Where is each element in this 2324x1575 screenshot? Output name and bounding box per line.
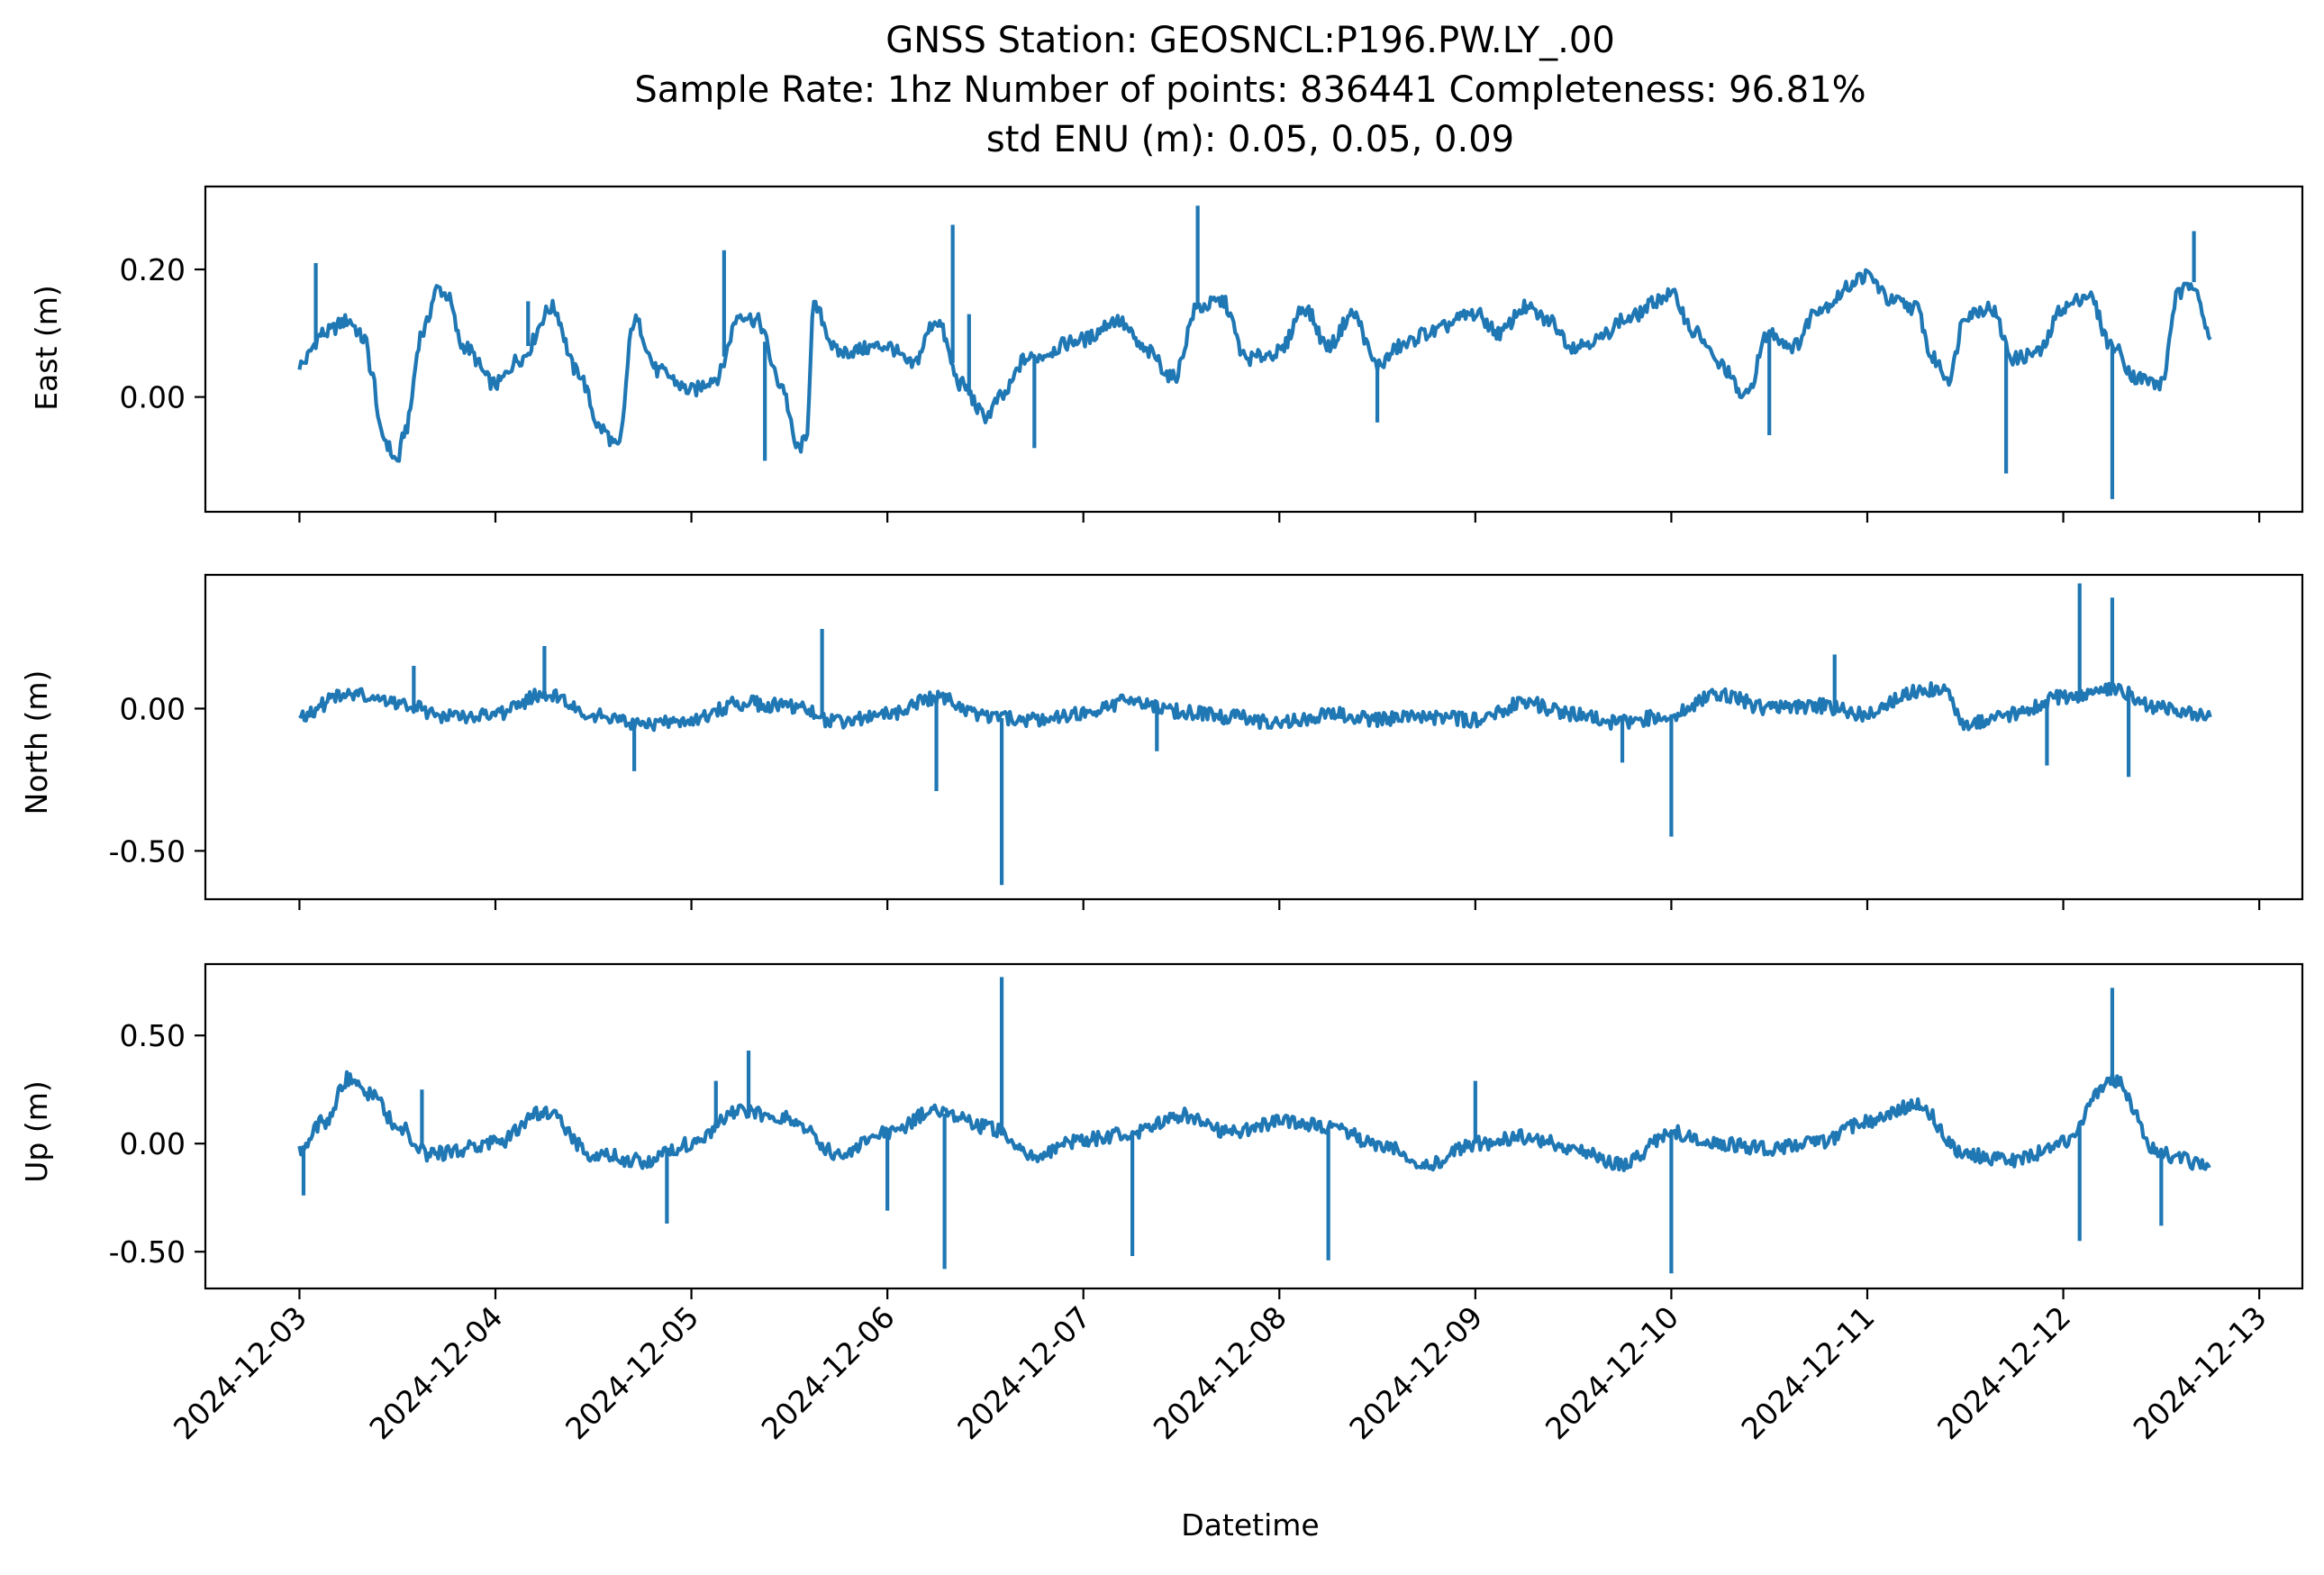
north-panel: North (m) -0.50 0.00 (19, 573, 2304, 910)
chart-title-line-3: std ENU (m): 0.05, 0.05, 0.09 (986, 119, 1514, 160)
up-ytick-label: 0.50 (120, 1018, 186, 1053)
up-series-line (297, 1070, 2211, 1172)
chart-title-line-2: Sample Rate: 1hz Number of points: 83644… (634, 69, 1866, 111)
north-ylabel: North (m) (19, 670, 54, 815)
east-ytick-label: 0.00 (120, 380, 186, 415)
east-ylabel: East (m) (29, 285, 64, 411)
east-panel: East (m) 0.00 0.20 (29, 185, 2304, 523)
up-ylabel: Up (m) (19, 1080, 54, 1183)
chart-title-line-1: GNSS Station: GEOSNCL:P196.PW.LY_.00 (885, 20, 1615, 61)
up-ytick-label: 0.00 (120, 1126, 186, 1161)
north-series-line (298, 680, 2212, 733)
east-ytick-label: 0.20 (120, 252, 186, 287)
up-axes-frame (204, 962, 2304, 1290)
north-axes-frame (204, 573, 2304, 901)
east-axes-frame (204, 185, 2304, 514)
east-series-line (297, 268, 2212, 463)
up-ytick-label: -0.50 (109, 1234, 186, 1270)
north-ytick-label: -0.50 (109, 833, 186, 869)
north-ytick-label: 0.00 (120, 691, 186, 726)
x-axis-label: Datetime (1181, 1507, 1319, 1543)
